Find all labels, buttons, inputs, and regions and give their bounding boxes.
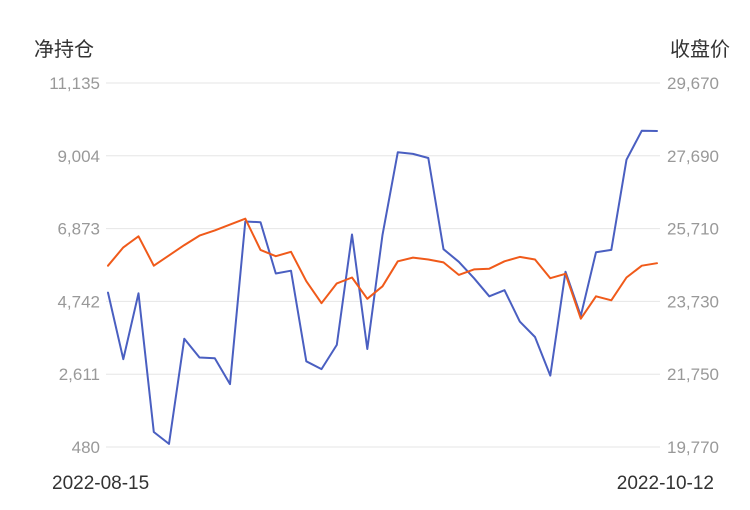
left-tick-label: 9,004 — [57, 147, 100, 166]
right-tick-label: 21,750 — [667, 365, 719, 384]
right-axis-title: 收盘价 — [670, 38, 730, 61]
left-tick-label: 11,135 — [49, 74, 100, 93]
close-price-line — [107, 217, 658, 320]
grid-lines — [106, 82, 660, 448]
right-tick-label: 23,730 — [667, 292, 719, 311]
net-position-line — [107, 129, 658, 445]
right-tick-label: 25,710 — [667, 220, 719, 239]
right-tick-label: 19,770 — [667, 438, 719, 457]
x-end-label: 2022-10-12 — [617, 473, 714, 494]
left-tick-label: 4,742 — [57, 292, 100, 311]
left-tick-label: 6,873 — [57, 220, 100, 239]
x-start-label: 2022-08-15 — [52, 473, 149, 494]
right-tick-label: 27,690 — [667, 147, 719, 166]
left-axis-ticks: 11,135 9,004 6,873 4,742 2,611 480 — [49, 74, 100, 457]
left-axis-title: 净持仓 — [34, 38, 94, 61]
left-tick-label: 480 — [72, 438, 100, 457]
series-lines — [107, 129, 658, 445]
right-tick-label: 29,670 — [667, 74, 719, 93]
right-axis-ticks: 29,670 27,690 25,710 23,730 21,750 19,770 — [667, 74, 719, 457]
left-tick-label: 2,611 — [59, 365, 100, 384]
